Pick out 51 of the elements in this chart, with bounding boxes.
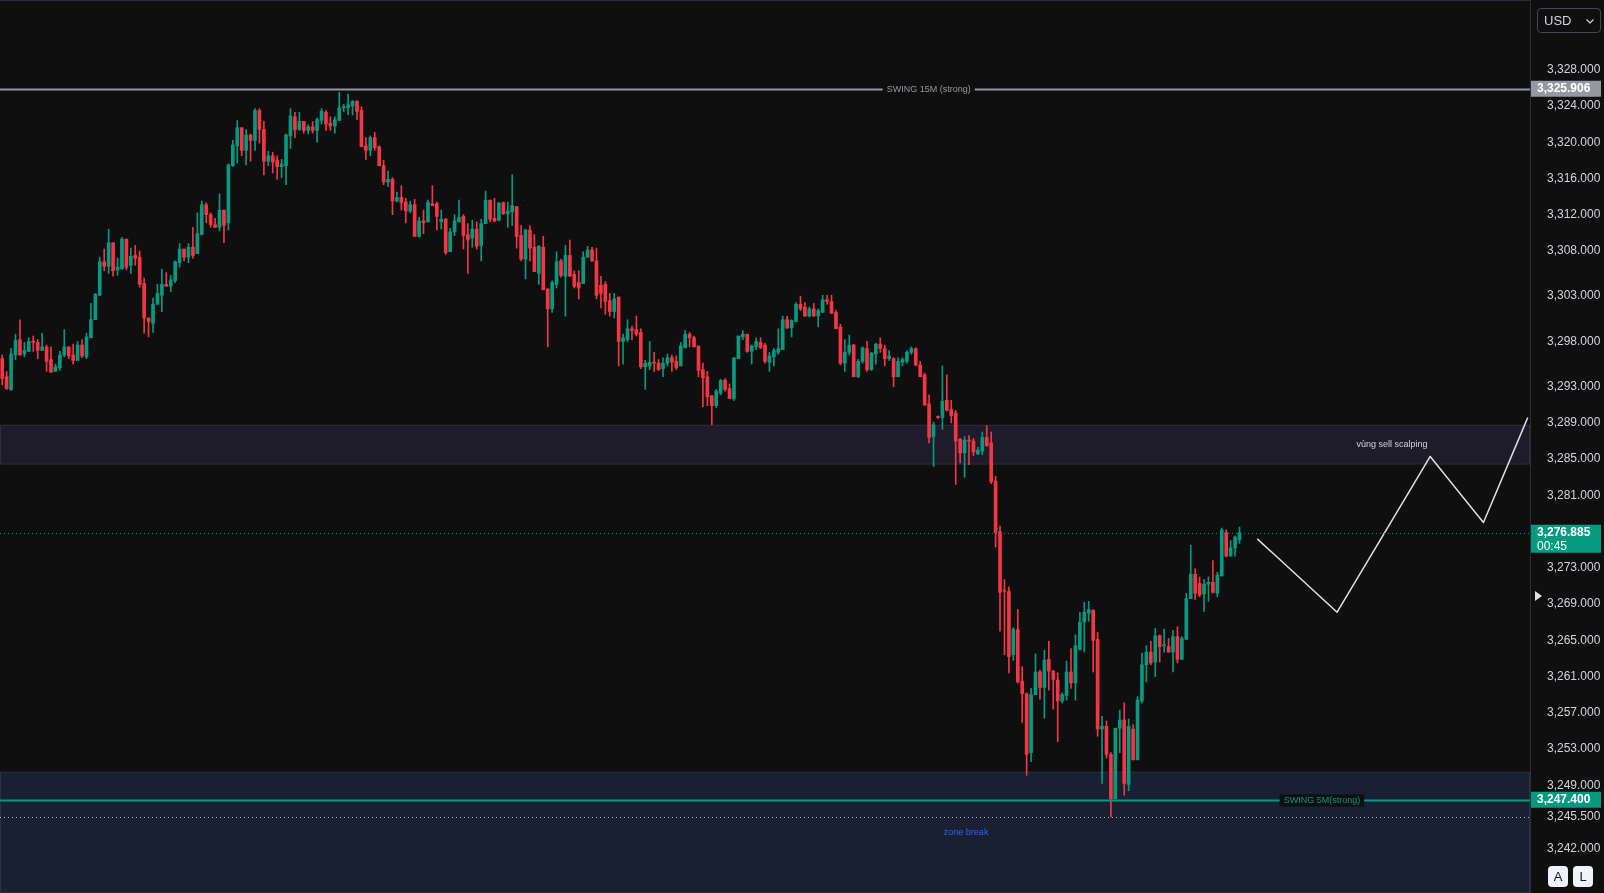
- y-tick-label: 3,308.000: [1547, 243, 1601, 258]
- candlestick: [1162, 629, 1166, 653]
- candlestick: [630, 325, 634, 340]
- candlestick: [510, 174, 515, 226]
- text: 3,325.906: [1537, 81, 1591, 96]
- text: 00:45: [1537, 538, 1568, 553]
- y-tick-label: 3,324.000: [1547, 98, 1601, 113]
- y-tick-label: 3,273.000: [1547, 560, 1601, 575]
- y-tick-label: 3,328.000: [1547, 62, 1601, 77]
- y-tick-label: 3,281.000: [1547, 487, 1601, 502]
- candlestick: [40, 332, 44, 351]
- y-tick-label: 3,253.000: [1547, 741, 1601, 756]
- y-tick-label: 3,245.500: [1547, 809, 1601, 824]
- y-tick-label: 3,265.000: [1547, 632, 1601, 647]
- y-tick-label: 3,257.000: [1547, 705, 1601, 720]
- candlestick: [1117, 709, 1122, 753]
- candlestick: [439, 209, 444, 230]
- candlestick: [1082, 601, 1087, 653]
- band-label: vùng sell scalping: [1356, 439, 1428, 450]
- ref-line-label: SWING 15M (strong): [886, 83, 971, 94]
- y-tick-label: 3,298.000: [1547, 333, 1601, 348]
- y-tick-label: 3,303.000: [1547, 288, 1601, 303]
- candlestick: [164, 272, 169, 287]
- candlestick: [346, 93, 350, 116]
- y-tick-label: 3,316.000: [1547, 170, 1601, 185]
- candlestick: [576, 270, 581, 300]
- text: 3,247.400: [1537, 792, 1591, 807]
- candlestick: [386, 170, 390, 187]
- toggle-button: L: [1573, 866, 1593, 887]
- candlestick: [652, 351, 656, 372]
- y-tick-label: 3,312.000: [1547, 206, 1601, 221]
- y-tick-label: 3,242.000: [1547, 840, 1601, 855]
- candlestick: [1100, 716, 1104, 784]
- candlestick: [643, 360, 648, 390]
- candlestick: [1069, 648, 1073, 689]
- candlestick: [1086, 601, 1091, 622]
- candlestick: [275, 155, 279, 180]
- candlestick: [647, 341, 652, 370]
- y-tick-label: 3,289.000: [1547, 415, 1601, 430]
- band-label: zone break: [943, 826, 989, 837]
- currency-select: USD: [1537, 8, 1601, 33]
- ref-line-label: SWING 5M(strong): [1283, 794, 1361, 805]
- toggle-button: A: [1548, 866, 1568, 887]
- text: 3,276.885: [1537, 524, 1591, 539]
- y-tick-label: 3,285.000: [1547, 451, 1601, 466]
- candlestick: [31, 335, 36, 352]
- y-tick-label: 3,320.000: [1547, 134, 1601, 149]
- y-tick-label: 3,269.000: [1547, 596, 1601, 611]
- y-tick-label: 3,249.000: [1547, 777, 1601, 792]
- y-tick-label: 3,261.000: [1547, 668, 1601, 683]
- y-tick-label: 3,293.000: [1547, 379, 1601, 394]
